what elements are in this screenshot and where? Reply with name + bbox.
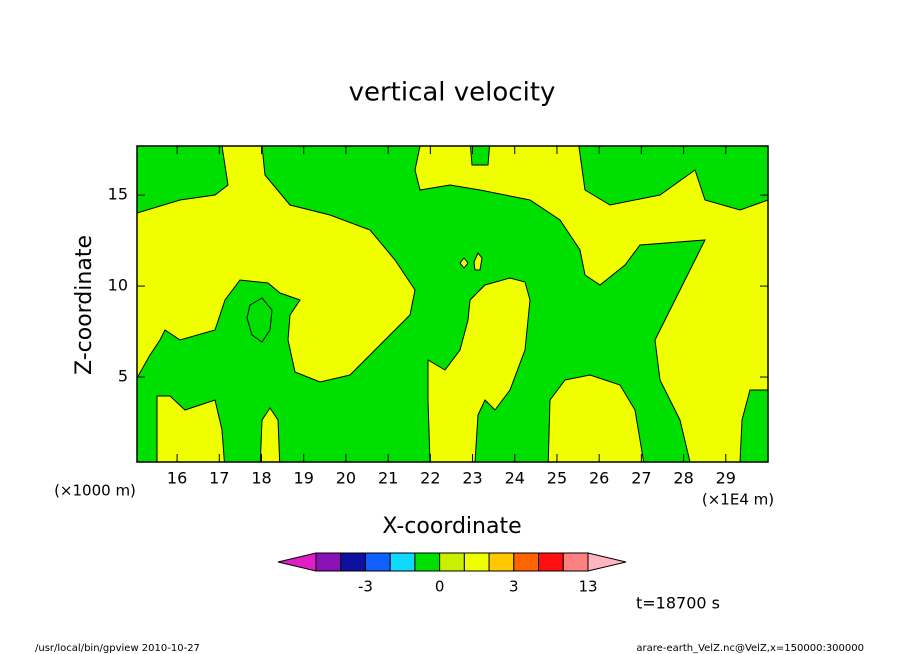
colorbar-segment	[315, 552, 342, 572]
colorbar-segment	[277, 552, 317, 572]
plot-frame	[136, 145, 769, 463]
contour-field	[137, 146, 768, 462]
colorbar-label: 0	[435, 578, 445, 596]
y-tick-label: 15	[108, 185, 128, 204]
x-tick-label: 17	[209, 469, 229, 488]
contour-region	[259, 407, 281, 462]
contour-region	[469, 146, 491, 166]
x-tick-label: 19	[294, 469, 314, 488]
colorbar-segment	[587, 552, 627, 572]
x-tick-label: 29	[716, 469, 736, 488]
contour-region	[547, 374, 645, 462]
contour-region	[414, 146, 768, 462]
x-tick-label: 18	[251, 469, 271, 488]
colorbar-segment	[364, 552, 391, 572]
colorbar-segment	[389, 552, 416, 572]
contour-region	[578, 146, 768, 211]
contour-region	[427, 277, 531, 462]
colorbar-label: 13	[578, 578, 597, 596]
chart-title: vertical velocity	[349, 78, 556, 108]
contour-region	[137, 146, 416, 383]
x-axis-label: X-coordinate	[382, 514, 521, 539]
y-tick-label: 10	[108, 276, 128, 295]
footer-left: /usr/local/bin/gpview 2010-10-27	[35, 643, 200, 654]
colorbar-segment	[562, 552, 589, 572]
y-tick-label: 5	[118, 367, 128, 386]
contour-region	[156, 395, 225, 462]
x-tick-label: 16	[167, 469, 187, 488]
colorbar-segment	[439, 552, 465, 572]
x-tick-label: 26	[589, 469, 609, 488]
colorbar-segment	[538, 552, 564, 572]
contour-region	[246, 297, 273, 343]
contour-region	[459, 257, 469, 269]
colorbar-label: -3	[358, 578, 373, 596]
time-label: t=18700 s	[636, 594, 720, 613]
x-tick-label: 25	[547, 469, 567, 488]
x-tick-label: 22	[420, 469, 440, 488]
x-unit: (×1E4 m)	[702, 491, 774, 509]
y-unit: (×1000 m)	[54, 482, 136, 500]
y-axis-label: Z-coordinate	[72, 235, 97, 375]
colorbar-label: 3	[509, 578, 519, 596]
footer-right: arare-earth_VelZ.nc@VelZ,x=150000:300000	[636, 643, 864, 654]
x-tick-label: 27	[631, 469, 651, 488]
colorbar-segment	[340, 552, 366, 572]
x-tick-label: 20	[336, 469, 356, 488]
colorbar-segment	[463, 552, 490, 572]
colorbar-segment	[488, 552, 515, 572]
x-tick-label: 23	[462, 469, 482, 488]
x-tick-label: 21	[378, 469, 398, 488]
x-tick-label: 24	[505, 469, 525, 488]
contour-region	[473, 252, 483, 271]
x-tick-label: 28	[673, 469, 693, 488]
colorbar-segment	[414, 552, 441, 572]
colorbar-segment	[513, 552, 540, 572]
